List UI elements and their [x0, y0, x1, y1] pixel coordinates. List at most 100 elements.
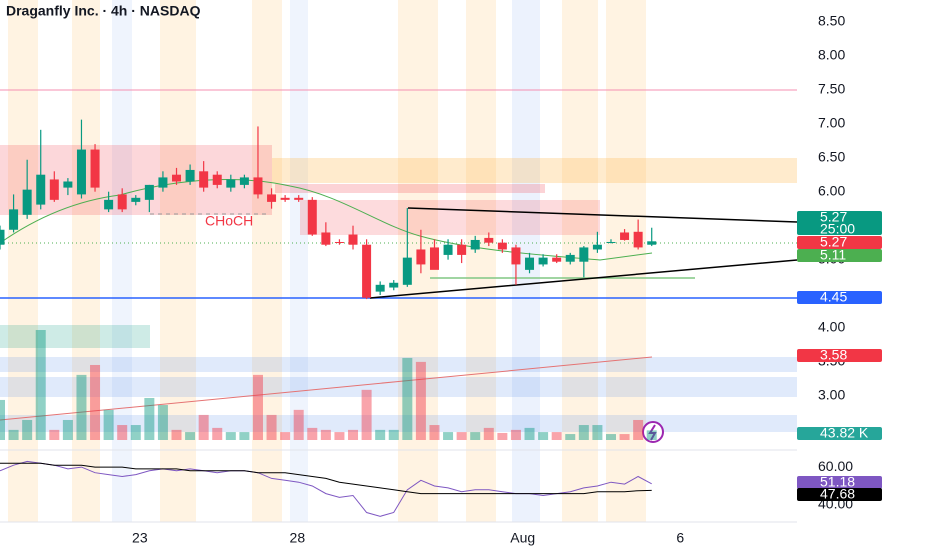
candle-body — [362, 244, 372, 298]
candle-body — [307, 199, 317, 235]
price-badge — [797, 476, 882, 489]
volume-bar — [375, 429, 386, 440]
candle-body — [22, 189, 32, 215]
volume-bar — [551, 432, 562, 440]
volume-bar — [320, 429, 331, 440]
volume-bar — [429, 425, 440, 440]
volume-bar — [103, 409, 114, 440]
candle-body — [375, 284, 385, 292]
candle-body — [63, 181, 73, 188]
y-tick-label: 4.00 — [818, 318, 845, 334]
candle-body — [348, 234, 358, 245]
volume-bar — [307, 427, 318, 440]
volume-bar — [538, 432, 549, 440]
volume-bar — [225, 432, 236, 440]
candle-body — [239, 177, 249, 185]
candle-body — [511, 247, 521, 265]
candle-body — [484, 237, 494, 243]
volume-bar — [266, 414, 277, 440]
volume-bar — [62, 419, 73, 440]
volume-bar — [198, 414, 209, 440]
volume-bar — [171, 429, 182, 440]
candle-body — [280, 197, 290, 200]
price-badge-label: 47.68 — [820, 486, 855, 502]
volume-bar — [239, 432, 250, 440]
candle-body — [606, 241, 616, 243]
candle-body — [321, 232, 331, 245]
volume-bar — [605, 434, 616, 440]
price-badge — [797, 349, 882, 362]
candle-body — [90, 149, 100, 188]
price-badge-label: 43.82 K — [820, 425, 869, 441]
price-badge-label: 5.11 — [820, 247, 846, 263]
candle-body — [525, 257, 535, 270]
x-tick-label: Aug — [510, 530, 535, 546]
candle-body — [212, 174, 222, 185]
volume-bar — [90, 364, 101, 440]
volume-bar — [565, 434, 576, 440]
candle-body — [185, 169, 195, 182]
rsi-line — [0, 460, 652, 517]
x-tick-label: 23 — [132, 530, 148, 546]
candle-body — [552, 257, 562, 262]
candle-body — [538, 257, 548, 265]
price-badge — [797, 236, 882, 249]
volume-bar — [22, 419, 33, 440]
candle-body — [294, 197, 304, 200]
candle-body — [36, 174, 46, 205]
volume-bar — [8, 429, 19, 440]
volume-bar — [415, 361, 426, 440]
y-tick-label: 3.00 — [818, 386, 845, 402]
x-tick-label: 28 — [290, 530, 306, 546]
volume-bar — [348, 429, 359, 440]
candle-body — [172, 174, 182, 182]
candle-body — [158, 177, 168, 188]
candle-body — [144, 184, 154, 200]
volume-bar — [252, 374, 263, 440]
candle-body — [334, 241, 344, 243]
candle-body — [416, 249, 426, 265]
candle-body — [0, 229, 5, 245]
price-badge — [797, 427, 882, 440]
volume-bar — [443, 432, 454, 440]
volume-bar — [334, 432, 345, 440]
price-badge — [797, 249, 882, 262]
volume-bar — [388, 429, 399, 440]
y-tick-label: 6.00 — [818, 182, 845, 198]
candle-body — [470, 239, 480, 250]
volume-bar — [497, 432, 508, 440]
candle-body — [579, 247, 589, 262]
price-badge-label: 3.58 — [820, 347, 847, 363]
candle-body — [647, 241, 657, 245]
y-tick-label: 6.50 — [818, 148, 845, 164]
candle-body — [76, 149, 86, 195]
candle-body — [592, 244, 602, 250]
volume-bar — [130, 425, 141, 440]
volume-bar — [456, 432, 467, 440]
y-tick-label: 7.50 — [818, 80, 845, 96]
volume-bar — [483, 427, 494, 440]
volume-bar — [76, 374, 87, 440]
candle-body — [389, 282, 399, 288]
price-badge-label: 5.27 — [820, 234, 847, 250]
candle-body — [226, 179, 236, 188]
candle-body — [267, 194, 277, 202]
candle-body — [443, 244, 453, 255]
price-badge — [797, 291, 882, 304]
zones — [0, 89, 798, 523]
volume-bar — [633, 419, 644, 440]
candle-body — [620, 232, 630, 240]
rsi-ma-line — [0, 462, 652, 495]
candle-body — [117, 194, 127, 210]
session-bands — [8, 0, 646, 522]
volume-bar — [619, 434, 630, 440]
volume-bar — [157, 405, 168, 440]
price-badge-label: 51.18 — [820, 474, 855, 490]
volume-bar — [361, 389, 372, 440]
candle-body — [131, 197, 141, 202]
volume-bar — [0, 399, 5, 440]
candle-body — [565, 254, 575, 262]
volume-bar — [510, 429, 521, 440]
candle-body — [457, 244, 467, 255]
volume-bar — [280, 432, 291, 440]
